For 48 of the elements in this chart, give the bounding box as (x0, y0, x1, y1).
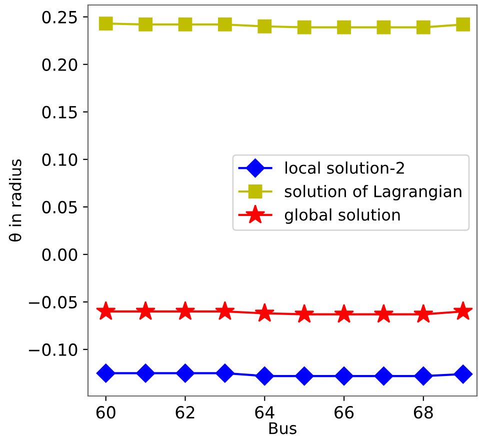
point (294, 366, 314, 386)
x-tick-label: 62 (176, 406, 194, 419)
point (456, 18, 470, 32)
x-tick-label: 68 (414, 406, 433, 419)
y-tick-label: 0.25 (42, 10, 77, 24)
y-tick-label: −0.05 (28, 296, 77, 308)
point (374, 366, 394, 386)
point (96, 301, 116, 320)
x-tick-label: 60 (96, 406, 116, 419)
legend-label: global solution (284, 208, 400, 224)
point (178, 18, 192, 32)
point (334, 304, 354, 323)
point (175, 301, 196, 320)
point (98, 16, 113, 30)
point (416, 20, 430, 34)
legend-label: solution of Lagrangian (284, 184, 462, 200)
x-axis-title: Bus (269, 422, 296, 434)
point (136, 364, 156, 383)
point (215, 364, 234, 383)
point (136, 301, 156, 320)
point (258, 19, 272, 34)
point (454, 364, 473, 384)
point (294, 304, 314, 323)
x-tick-label: 66 (334, 406, 354, 419)
point (337, 20, 351, 34)
point (297, 20, 312, 34)
y-tick-label: −0.10 (28, 343, 78, 356)
y-tick-label: 0.00 (42, 248, 78, 261)
point (176, 364, 195, 383)
x-tick-label: 64 (255, 406, 274, 419)
point (215, 301, 235, 320)
y-tick-label: 0.10 (42, 153, 78, 166)
point (218, 18, 232, 32)
legend-label: local solution-2 (286, 162, 404, 174)
point (414, 366, 433, 386)
y-axis-title: θ in radius (8, 159, 22, 242)
point (374, 304, 394, 323)
point (453, 301, 474, 320)
point (255, 366, 274, 386)
point (376, 20, 391, 34)
y-tick-label: 0.20 (42, 58, 78, 71)
y-tick-label: 0.05 (42, 200, 77, 214)
point (96, 364, 116, 383)
y-tick-label: 0.15 (42, 106, 77, 118)
point (138, 18, 152, 32)
point (413, 304, 434, 323)
point (334, 366, 354, 386)
point (254, 302, 275, 322)
